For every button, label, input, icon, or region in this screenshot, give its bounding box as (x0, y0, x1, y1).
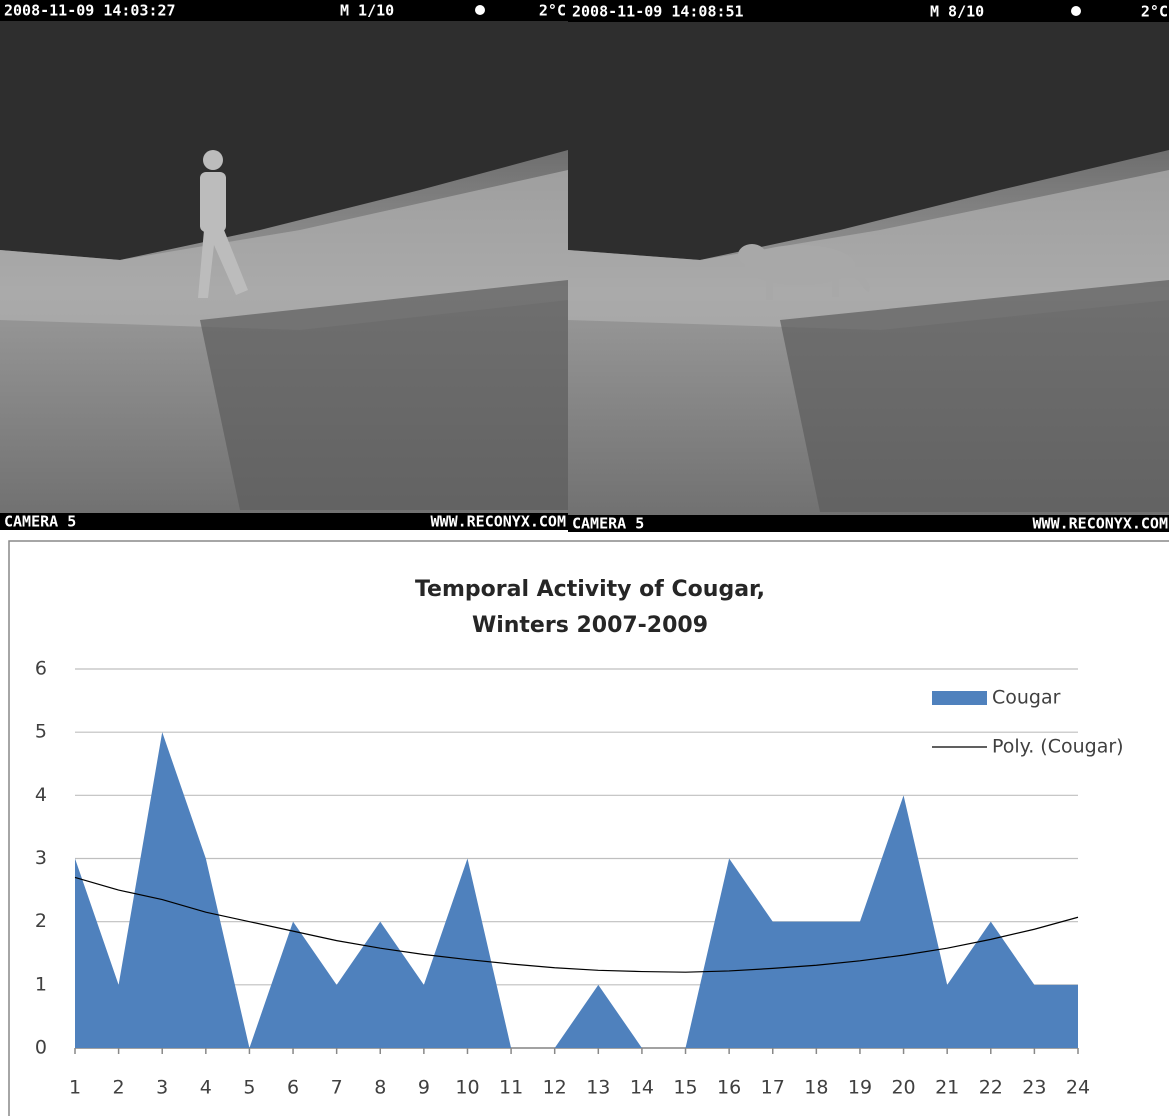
x-tick-label: 13 (586, 1077, 610, 1099)
chart-subtitle: Winters 2007-2009 (472, 613, 708, 638)
timestamp: 2008-11-09 14:03:27 (4, 2, 176, 20)
x-tick-label: 14 (630, 1077, 654, 1099)
x-tick-label: 19 (848, 1077, 872, 1099)
figure: 2008-11-09 14:03:27 M 1/10 2°C CAMERA 5 … (0, 0, 1169, 1116)
website: WWW.RECONYX.COM (431, 513, 566, 531)
x-tick-label: 16 (717, 1077, 741, 1099)
y-tick-label: 6 (35, 658, 47, 680)
x-tick-label: 15 (673, 1077, 697, 1099)
x-tick-label: 18 (804, 1077, 828, 1099)
x-tick-label: 5 (243, 1077, 255, 1099)
legend-label: Cougar (992, 687, 1061, 709)
x-tick-label: 21 (935, 1077, 959, 1099)
x-tick-label: 2 (113, 1077, 125, 1099)
x-tick-label: 11 (499, 1077, 523, 1099)
x-tick-label: 1 (69, 1077, 81, 1099)
temperature: 2°C (1141, 3, 1168, 21)
frame: M 8/10 (930, 3, 984, 21)
y-tick-label: 2 (35, 910, 47, 932)
x-tick-label: 6 (287, 1077, 299, 1099)
x-tick-label: 12 (543, 1077, 567, 1099)
x-tick-label: 3 (156, 1077, 168, 1099)
camera-photo: 2008-11-09 14:03:27 M 1/10 2°C CAMERA 5 … (0, 0, 568, 531)
legend-label: Poly. (Cougar) (992, 736, 1124, 758)
website: WWW.RECONYX.COM (1033, 515, 1168, 533)
x-tick-label: 23 (1022, 1077, 1046, 1099)
x-tick-label: 10 (455, 1077, 479, 1099)
x-tick-label: 7 (331, 1077, 343, 1099)
y-tick-label: 5 (35, 721, 47, 743)
camera-photo: 2008-11-09 14:08:51 M 8/10 2°C CAMERA 5 … (568, 0, 1169, 533)
y-tick-label: 3 (35, 847, 47, 869)
timestamp: 2008-11-09 14:08:51 (572, 3, 744, 21)
temperature: 2°C (539, 2, 566, 20)
x-tick-label: 9 (418, 1077, 430, 1099)
y-tick-label: 0 (35, 1037, 47, 1059)
camera-id: CAMERA 5 (572, 515, 644, 533)
x-tick-label: 24 (1066, 1077, 1090, 1099)
x-tick-label: 8 (374, 1077, 386, 1099)
y-tick-label: 1 (35, 973, 47, 995)
x-tick-label: 22 (979, 1077, 1003, 1099)
frame: M 1/10 (340, 2, 394, 20)
camera-id: CAMERA 5 (4, 513, 76, 531)
x-tick-label: 17 (761, 1077, 785, 1099)
x-tick-label: 20 (891, 1077, 915, 1099)
chart-title: Temporal Activity of Cougar, (415, 577, 765, 602)
legend-swatch (932, 691, 987, 705)
x-tick-label: 4 (200, 1077, 212, 1099)
y-tick-label: 4 (35, 784, 47, 806)
